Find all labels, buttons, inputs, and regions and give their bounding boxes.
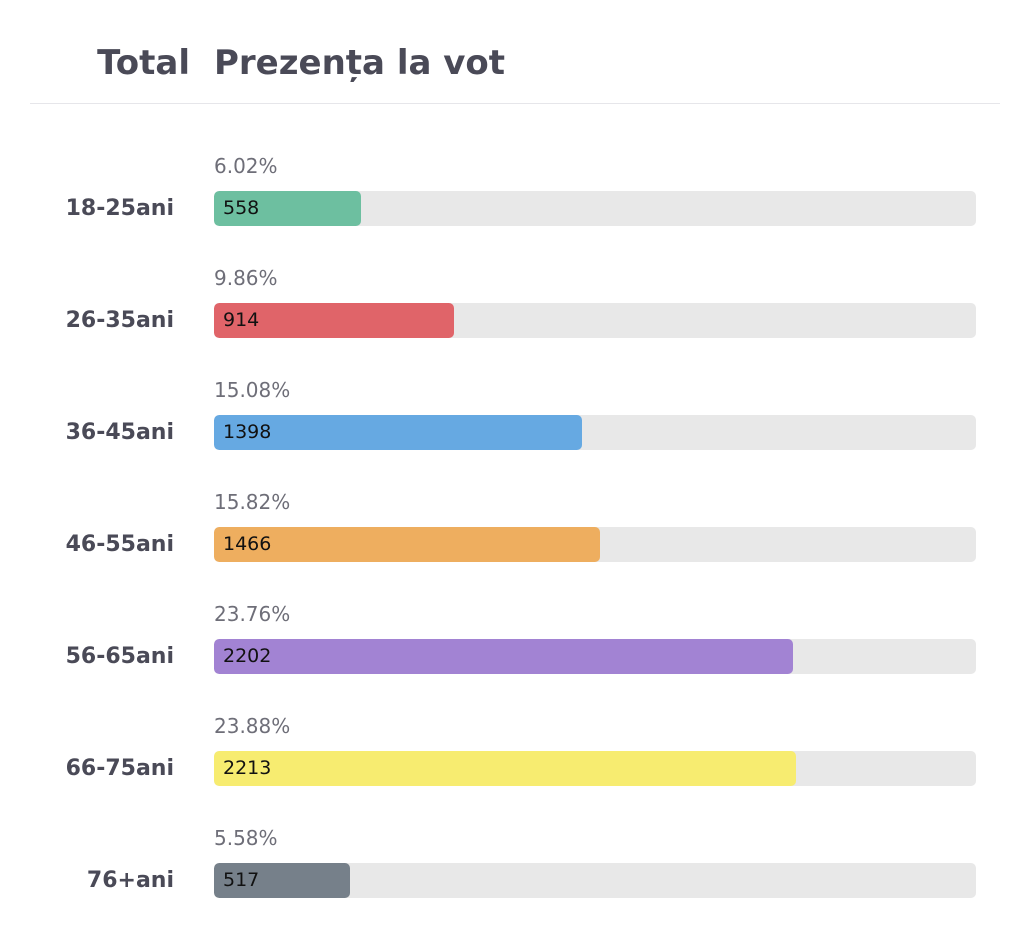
- voter-count-label: 2213: [223, 757, 272, 779]
- voter-count-label: 1466: [223, 533, 272, 555]
- age-group-label: 76+ani: [86, 868, 174, 893]
- turnout-column-title: Prezența la vot: [214, 43, 506, 83]
- age-group-label: 26-35ani: [65, 308, 174, 333]
- voter-count-label: 517: [223, 869, 260, 891]
- voter-count-label: 558: [223, 197, 260, 219]
- bar-track: 517: [214, 863, 976, 898]
- age-group-row: 66-75ani 23.88% 2213: [0, 712, 1024, 812]
- age-group-row: 26-35ani 9.86% 914: [0, 264, 1024, 364]
- bar-track: 558: [214, 191, 976, 226]
- percent-label: 23.88%: [214, 714, 291, 738]
- voter-count-label: 1398: [223, 421, 272, 443]
- bar-fill: [214, 527, 600, 562]
- age-group-row: 56-65ani 23.76% 2202: [0, 600, 1024, 700]
- percent-label: 5.58%: [214, 826, 278, 850]
- age-group-label: 56-65ani: [65, 644, 174, 669]
- bar-fill: [214, 303, 455, 338]
- total-column-title: Total: [97, 43, 190, 83]
- age-group-row: 46-55ani 15.82% 1466: [0, 488, 1024, 588]
- bar-track: 2202: [214, 639, 976, 674]
- age-group-row: 36-45ani 15.08% 1398: [0, 376, 1024, 476]
- bar-track: 914: [214, 303, 976, 338]
- percent-label: 9.86%: [214, 266, 278, 290]
- voter-count-label: 2202: [223, 645, 272, 667]
- bar-track: 1466: [214, 527, 976, 562]
- age-group-row: 18-25ani 6.02% 558: [0, 152, 1024, 252]
- age-group-label: 46-55ani: [65, 532, 174, 557]
- age-group-label: 18-25ani: [65, 196, 174, 221]
- bar-fill: [214, 639, 794, 674]
- bar-fill: [214, 191, 361, 226]
- bar-fill: [214, 415, 582, 450]
- header-divider: [30, 103, 1000, 104]
- chart-header: Total Prezența la vot: [0, 0, 1024, 104]
- age-group-row: 76+ani 5.58% 517: [0, 824, 1024, 924]
- age-group-label: 36-45ani: [65, 420, 174, 445]
- percent-label: 15.82%: [214, 490, 291, 514]
- bar-track: 1398: [214, 415, 976, 450]
- bar-track: 2213: [214, 751, 976, 786]
- bar-fill: [214, 863, 351, 898]
- percent-label: 15.08%: [214, 378, 291, 402]
- percent-label: 6.02%: [214, 154, 278, 178]
- age-group-label: 66-75ani: [65, 756, 174, 781]
- percent-label: 23.76%: [214, 602, 291, 626]
- bar-fill: [214, 751, 797, 786]
- voter-count-label: 914: [223, 309, 260, 331]
